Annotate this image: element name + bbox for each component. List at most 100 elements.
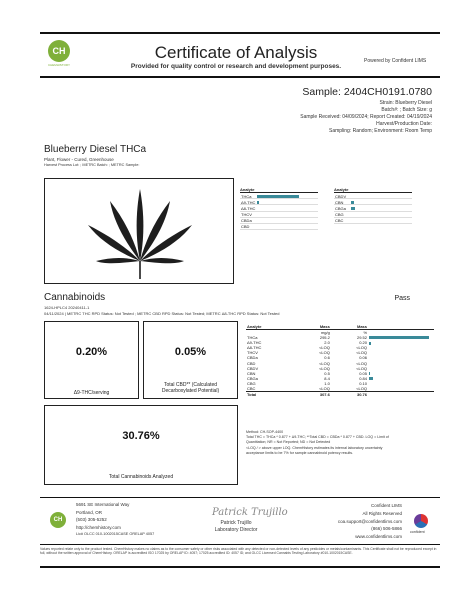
footer-rule bbox=[40, 497, 440, 498]
mini-analyte-bar bbox=[257, 200, 259, 204]
cell-bar bbox=[368, 386, 434, 392]
total-mg: 307.6 bbox=[293, 390, 331, 397]
lims-info-line: (866) 506-5866 bbox=[371, 526, 402, 532]
cell-analyte: CBC bbox=[247, 385, 256, 391]
lims-info-line[interactable]: www.confidentlims.com bbox=[355, 534, 402, 540]
mini-analyte-label: CBN bbox=[335, 199, 344, 205]
footer-rule-2 bbox=[40, 544, 440, 545]
method-note: <LOQ / > above upper LOQ. ChemHistory es… bbox=[246, 445, 383, 450]
mini-table-header: Analyte bbox=[334, 187, 412, 193]
col-bar bbox=[368, 324, 434, 330]
thc-serving-card: 0.20% Δ9-THC/serving bbox=[44, 321, 139, 399]
mini-analyte-row: CBC bbox=[334, 218, 412, 224]
cell-mg: 1.0 bbox=[324, 380, 330, 386]
table-row: CBD <LOQ <LOQ bbox=[246, 360, 434, 366]
received-date: Sample Received: 04/09/2024; Report Crea… bbox=[300, 114, 432, 120]
potency-bar bbox=[369, 372, 371, 376]
cell-mg: 0.5 bbox=[324, 370, 330, 376]
cell-pct: <LOQ bbox=[356, 365, 367, 371]
cell-pct: <LOQ bbox=[356, 345, 367, 351]
table-row: CBC <LOQ <LOQ bbox=[246, 386, 434, 392]
cell-analyte: CBD bbox=[247, 360, 256, 366]
cell-pct: <LOQ bbox=[356, 350, 367, 356]
cell-pct: 0.20 bbox=[359, 340, 367, 346]
mini-analyte-label: CBC bbox=[335, 218, 344, 224]
mini-analyte-label: THCa bbox=[241, 193, 252, 199]
lab-address-line: (503) 305-5252 bbox=[76, 517, 107, 522]
signer-name: Patrick Trujillo bbox=[220, 520, 252, 526]
lab-address-line: 5691 SE International Way bbox=[76, 502, 130, 507]
cell-pct: 0.05 bbox=[359, 370, 367, 376]
table-row: Δ9-THC 2.0 0.20 bbox=[246, 340, 434, 345]
table-row: Δ8-THC <LOQ <LOQ bbox=[246, 345, 434, 350]
col-mass-mg: Mass bbox=[293, 324, 331, 330]
page-subtitle: Provided for quality control or research… bbox=[130, 63, 342, 70]
method-note: acceptance limits to be 7% for sample ca… bbox=[246, 450, 354, 455]
potency-table: Analyte Mass Mass mg/g % THCa 295.2 29.52 Δ… bbox=[246, 324, 434, 397]
potency-bar bbox=[369, 341, 372, 345]
cell-mg: <LOQ bbox=[319, 385, 330, 391]
cell-mg: <LOQ bbox=[319, 350, 330, 356]
table-row: THCV <LOQ <LOQ bbox=[246, 350, 434, 355]
signer-title: Laboratory Director bbox=[214, 527, 258, 533]
thc-serving-label: Δ9-THC/serving bbox=[73, 390, 110, 396]
cell-bar bbox=[368, 371, 434, 376]
mini-analyte-label: CBG bbox=[335, 212, 344, 218]
cell-pct: 0.06 bbox=[359, 355, 367, 361]
disclaimer: Values reported relate only to the produ… bbox=[40, 547, 437, 556]
cell-analyte: Δ8-THC bbox=[247, 345, 262, 351]
mini-analyte-label: THCV bbox=[241, 212, 252, 218]
confident-logo-icon bbox=[414, 514, 428, 528]
lab-address-line[interactable]: http://chemhistory.com bbox=[76, 524, 121, 530]
sample-id: Sample: 2404CH0191.0780 bbox=[302, 86, 432, 98]
cell-analyte: Δ9-THC bbox=[247, 340, 262, 346]
total-pct: 30.76 bbox=[330, 390, 368, 397]
cell-analyte: CBDV bbox=[247, 365, 259, 371]
mini-analyte-label: Δ9-THC bbox=[241, 199, 256, 205]
cell-mg: <LOQ bbox=[319, 345, 330, 351]
table-row: CBG 1.0 0.10 bbox=[246, 381, 434, 386]
test-code: 1624-HPLC4 20240411-1 bbox=[44, 305, 90, 310]
header-bottom-rule bbox=[40, 76, 440, 78]
total-cbd-label: Total CBD** (Calculated Decarboxylated P… bbox=[161, 382, 220, 394]
lims-info-line[interactable]: coa.support@confidentlims.com bbox=[337, 518, 402, 524]
cell-pct: 0.84 bbox=[359, 375, 367, 381]
confident-label: confident bbox=[410, 530, 425, 534]
mini-analyte-row: CBDV bbox=[334, 193, 412, 200]
mini-analyte-table-left: Analyte THCa Δ9-THC Δ8-THC THCV CBDa CBD bbox=[240, 187, 318, 231]
method-note: Total THC = THCa * 0.877 + Δ9-THC; **Tot… bbox=[246, 435, 389, 440]
cell-bar bbox=[368, 335, 434, 340]
table-row: CBDa 0.6 0.06 bbox=[246, 355, 434, 360]
product-process: Harvest Process Lot: ; METRC Batch: ; ME… bbox=[44, 163, 140, 167]
mini-analyte-table-right: Analyte CBDV CBN CBGa CBG CBC bbox=[334, 187, 412, 224]
product-name: Blueberry Diesel THCa bbox=[44, 144, 147, 155]
col-analyte: Analyte bbox=[246, 324, 294, 330]
cell-analyte: THCV bbox=[247, 350, 258, 356]
cell-analyte: CBG bbox=[247, 380, 256, 386]
mini-analyte-row: CBN bbox=[334, 199, 412, 206]
mini-analyte-row: THCa bbox=[240, 193, 318, 200]
lab-address-line: Lic# OLCC 010-1002015CASE ORELAP 4057 bbox=[76, 532, 155, 536]
cell-bar bbox=[368, 340, 434, 345]
mini-analyte-row: Δ8-THC bbox=[240, 205, 318, 212]
total-analyte: Total bbox=[246, 390, 294, 397]
cell-bar bbox=[368, 376, 434, 381]
mini-analyte-label: CBDV bbox=[335, 193, 347, 199]
table-row: CBN 0.5 0.05 bbox=[246, 371, 434, 376]
unit-mg: mg/g bbox=[320, 330, 330, 335]
mini-analyte-bar bbox=[257, 194, 299, 198]
mini-analyte-label: CBDa bbox=[241, 218, 252, 224]
footer-lab-logo: CH bbox=[50, 512, 66, 528]
cell-mg: <LOQ bbox=[319, 365, 330, 371]
lims-info-line: All Rights Reserved bbox=[362, 510, 402, 516]
table-row: CBDV <LOQ <LOQ bbox=[246, 366, 434, 371]
rpd-status: 04/11/2024 | METRC THC RPD Status: Not T… bbox=[44, 311, 280, 316]
page-title: Certificate of Analysis bbox=[154, 43, 318, 62]
cell-analyte: CBDa bbox=[247, 355, 258, 361]
cannabis-leaf-icon bbox=[88, 189, 192, 279]
cell-mg: 295.2 bbox=[319, 335, 330, 341]
method-note: Quantitation; NR = Not Reported; ND = No… bbox=[246, 440, 331, 445]
cell-analyte: CBGa bbox=[247, 375, 258, 381]
cell-pct: 0.10 bbox=[359, 380, 367, 386]
mini-analyte-row: CBD bbox=[240, 224, 318, 231]
